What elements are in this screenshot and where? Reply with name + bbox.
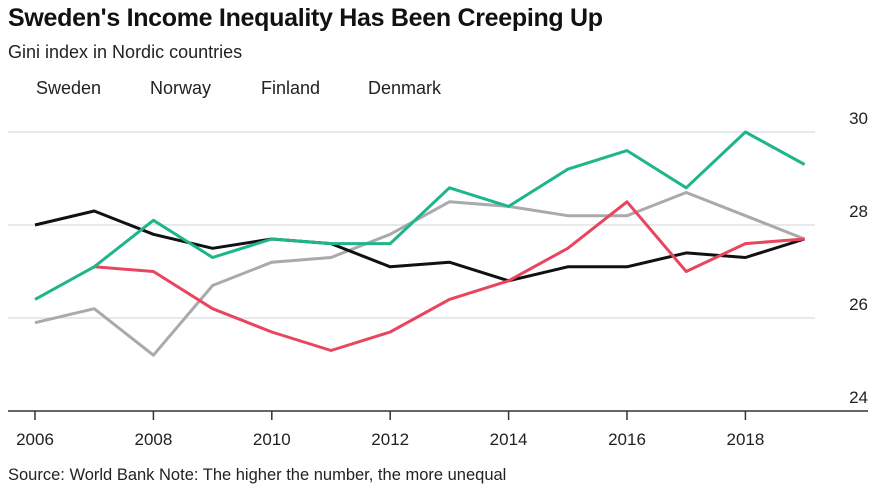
y-tick-label: 30 [849,109,868,128]
x-tick-label: 2014 [490,430,528,449]
legend-sweden: Sweden [36,78,102,98]
y-tick-label: 28 [849,202,868,221]
source-note: Source: World Bank Note: The higher the … [8,466,507,484]
legend-finland: Finland [261,78,321,98]
chart-title: Sweden's Income Inequality Has Been Cree… [8,4,603,32]
x-tick-label: 2010 [253,430,291,449]
y-tick-label: 26 [849,295,868,314]
series-line-sweden [34,130,806,301]
series-line-finland [34,209,806,283]
chart-subtitle: Gini index in Nordic countries [8,42,243,62]
y-tick-label: 24 [849,388,868,407]
x-tick-label: 2008 [134,430,172,449]
series-line-denmark [34,191,806,357]
series-line-norway [94,200,805,352]
x-tick-label: 2006 [16,430,54,449]
x-tick-label: 2012 [371,430,409,449]
x-tick-label: 2016 [608,430,646,449]
x-tick-label: 2018 [726,430,764,449]
legend: Sweden Norway Finland Denmark [36,78,441,99]
legend-denmark: Denmark [368,78,442,98]
legend-norway: Norway [150,78,212,98]
